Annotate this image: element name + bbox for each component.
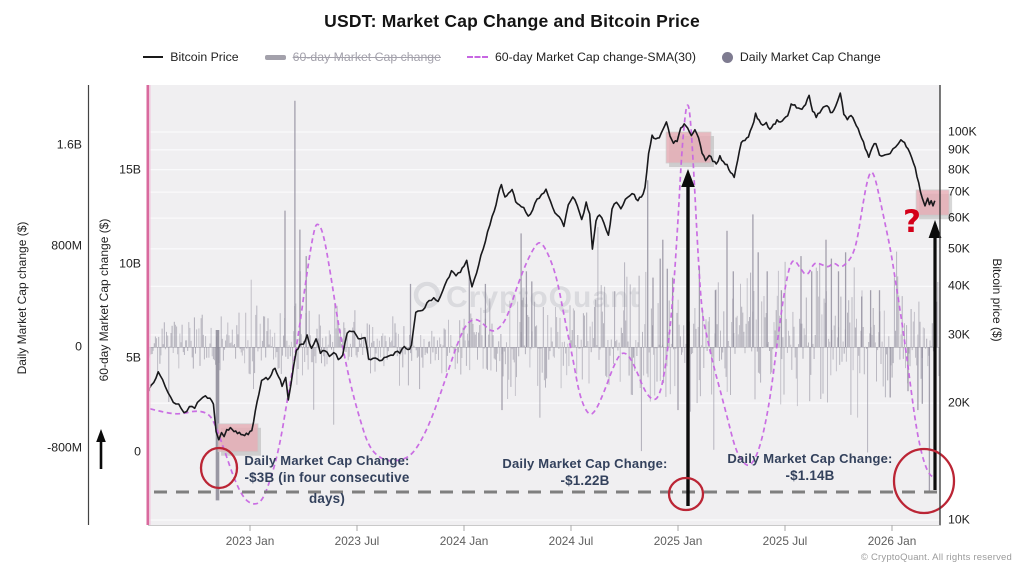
dot-swatch-icon [721, 51, 733, 63]
bitcoin-price-line [147, 92, 936, 441]
svg-text:CryptoQuant: CryptoQuant [446, 281, 640, 314]
red-circle-2026 [892, 447, 956, 515]
watermark-logo-icon [413, 281, 441, 309]
daily-market-cap-bars [148, 100, 940, 501]
legend-item-0[interactable]: Bitcoin Price [143, 50, 239, 64]
axis-spines [87, 85, 941, 531]
solid-line-swatch-icon [143, 56, 164, 58]
chart-title: USDT: Market Cap Change and Bitcoin Pric… [324, 11, 700, 31]
red-circles [199, 446, 956, 515]
red-circle-2023 [199, 446, 239, 490]
legend-label: Daily Market Cap Change [739, 50, 881, 64]
thick-line-swatch-icon [264, 54, 286, 60]
legend-label: 60-day Market Cap change [292, 50, 441, 64]
plot-background [148, 85, 940, 525]
legend-label: 60-day Market Cap change-SMA(30) [494, 50, 696, 64]
legend: Bitcoin Price 60-day Market Cap change 60-… [0, 50, 1024, 64]
legend-item-3[interactable]: Daily Market Cap Change [721, 50, 881, 64]
watermark: CryptoQuant [413, 281, 640, 314]
pink-left-edge-line [146, 85, 150, 525]
legend-item-1[interactable]: 60-day Market Cap change [264, 50, 441, 64]
gridlines [148, 131, 940, 521]
x-axis-tickmarks [249, 525, 893, 531]
legend-item-2[interactable]: 60-day Market Cap change-SMA(30) [466, 50, 696, 64]
sma-line [149, 104, 934, 505]
red-circle-2025 [667, 476, 705, 512]
arrows [96, 169, 942, 506]
dashed-line-swatch-icon [466, 56, 488, 58]
legend-label: Bitcoin Price [170, 50, 239, 64]
